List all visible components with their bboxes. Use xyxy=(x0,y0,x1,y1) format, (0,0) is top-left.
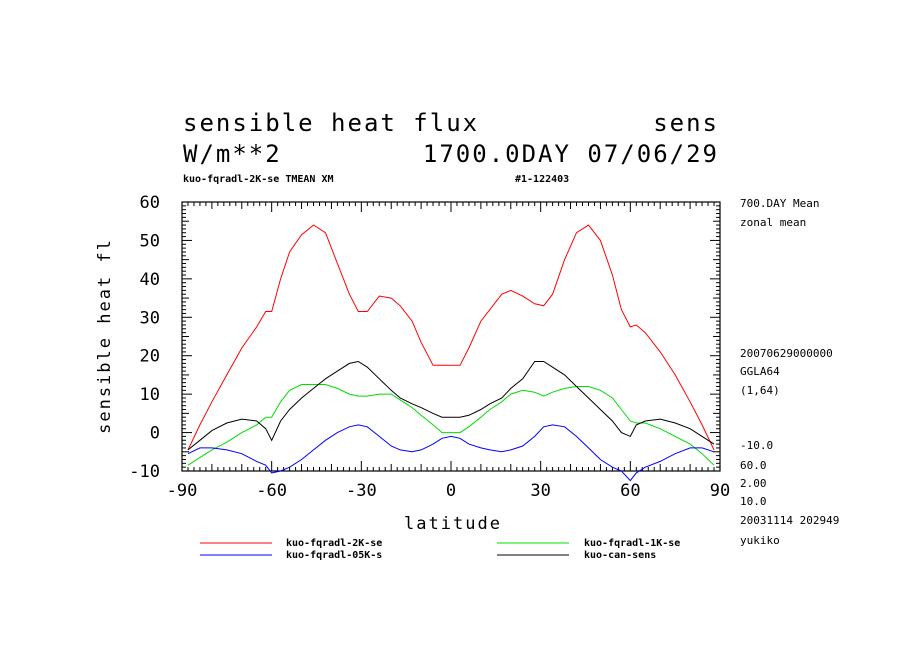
run-id: #1-122403 xyxy=(515,174,569,185)
side-info-line: 700.DAY Mean xyxy=(740,197,819,210)
legend: kuo-fqradl-2K-se kuo-fqradl-05K-s kuo-fq… xyxy=(200,538,680,561)
y-axis-label: sensible heat fl xyxy=(95,238,115,434)
side-info-line: 60.0 xyxy=(740,459,767,472)
series-line-4 xyxy=(187,360,715,451)
y-tick-label: 0 xyxy=(150,424,160,444)
x-tick-label: -60 xyxy=(256,481,287,501)
tick-labels: -90 -60 -30 0 30 60 90 -10 0 10 20 30 40 50 60 xyxy=(129,193,730,501)
series-lines xyxy=(187,224,715,482)
y-tick-label: 40 xyxy=(140,270,160,290)
series-line-1 xyxy=(187,224,715,451)
y-tick-label: 60 xyxy=(140,193,160,213)
side-info-line: 20031114 202949 xyxy=(740,514,839,527)
legend-label-series-2: kuo-fqradl-1K-se xyxy=(584,538,680,549)
minor-ticks xyxy=(181,201,721,472)
legend-label-series-4: kuo-can-sens xyxy=(584,550,656,561)
side-info-line: -10.0 xyxy=(740,439,773,452)
y-tick-label: 10 xyxy=(140,385,160,405)
variable-code: sens xyxy=(653,109,719,137)
x-tick-label: 90 xyxy=(710,481,730,501)
side-info-top: 700.DAY Mean zonal mean xyxy=(740,197,819,229)
x-axis-label: latitude xyxy=(404,514,502,534)
side-info-line: 20070629000000 xyxy=(740,347,833,360)
side-info-line: yukiko xyxy=(740,534,780,547)
x-tick-label: 60 xyxy=(620,481,640,501)
x-tick-label: -30 xyxy=(346,481,377,501)
side-info-line: (1,64) xyxy=(740,384,780,397)
y-tick-label: 50 xyxy=(140,231,160,251)
side-info-line: GGLA64 xyxy=(740,365,780,378)
plot-frame xyxy=(181,201,721,472)
x-tick-label: 0 xyxy=(446,481,456,501)
y-tick-label: 20 xyxy=(140,347,160,367)
legend-label-series-3: kuo-fqradl-05K-s xyxy=(286,550,382,561)
side-info-line: zonal mean xyxy=(740,216,806,229)
units-label: W/m**2 xyxy=(183,140,282,168)
series-line-2 xyxy=(187,384,715,466)
legend-label-series-1: kuo-fqradl-2K-se xyxy=(286,538,382,549)
time-label: 1700.0DAY 07/06/29 xyxy=(423,140,719,168)
side-info-bottom: -10.0 60.0 2.00 10.0 20031114 202949 yuk… xyxy=(740,439,839,547)
chart-title: sensible heat flux xyxy=(183,109,479,137)
side-info-mid: 20070629000000 GGLA64 (1,64) xyxy=(740,347,833,397)
x-tick-label: -90 xyxy=(167,481,198,501)
y-tick-label: 30 xyxy=(140,308,160,328)
x-tick-label: 30 xyxy=(530,481,550,501)
side-info-line: 2.00 xyxy=(740,477,767,490)
experiment-subtitle: kuo-fqradl-2K-se TMEAN XM xyxy=(183,174,334,185)
y-tick-label: -10 xyxy=(129,462,160,482)
side-info-line: 10.0 xyxy=(740,495,767,508)
series-line-3 xyxy=(187,424,715,482)
